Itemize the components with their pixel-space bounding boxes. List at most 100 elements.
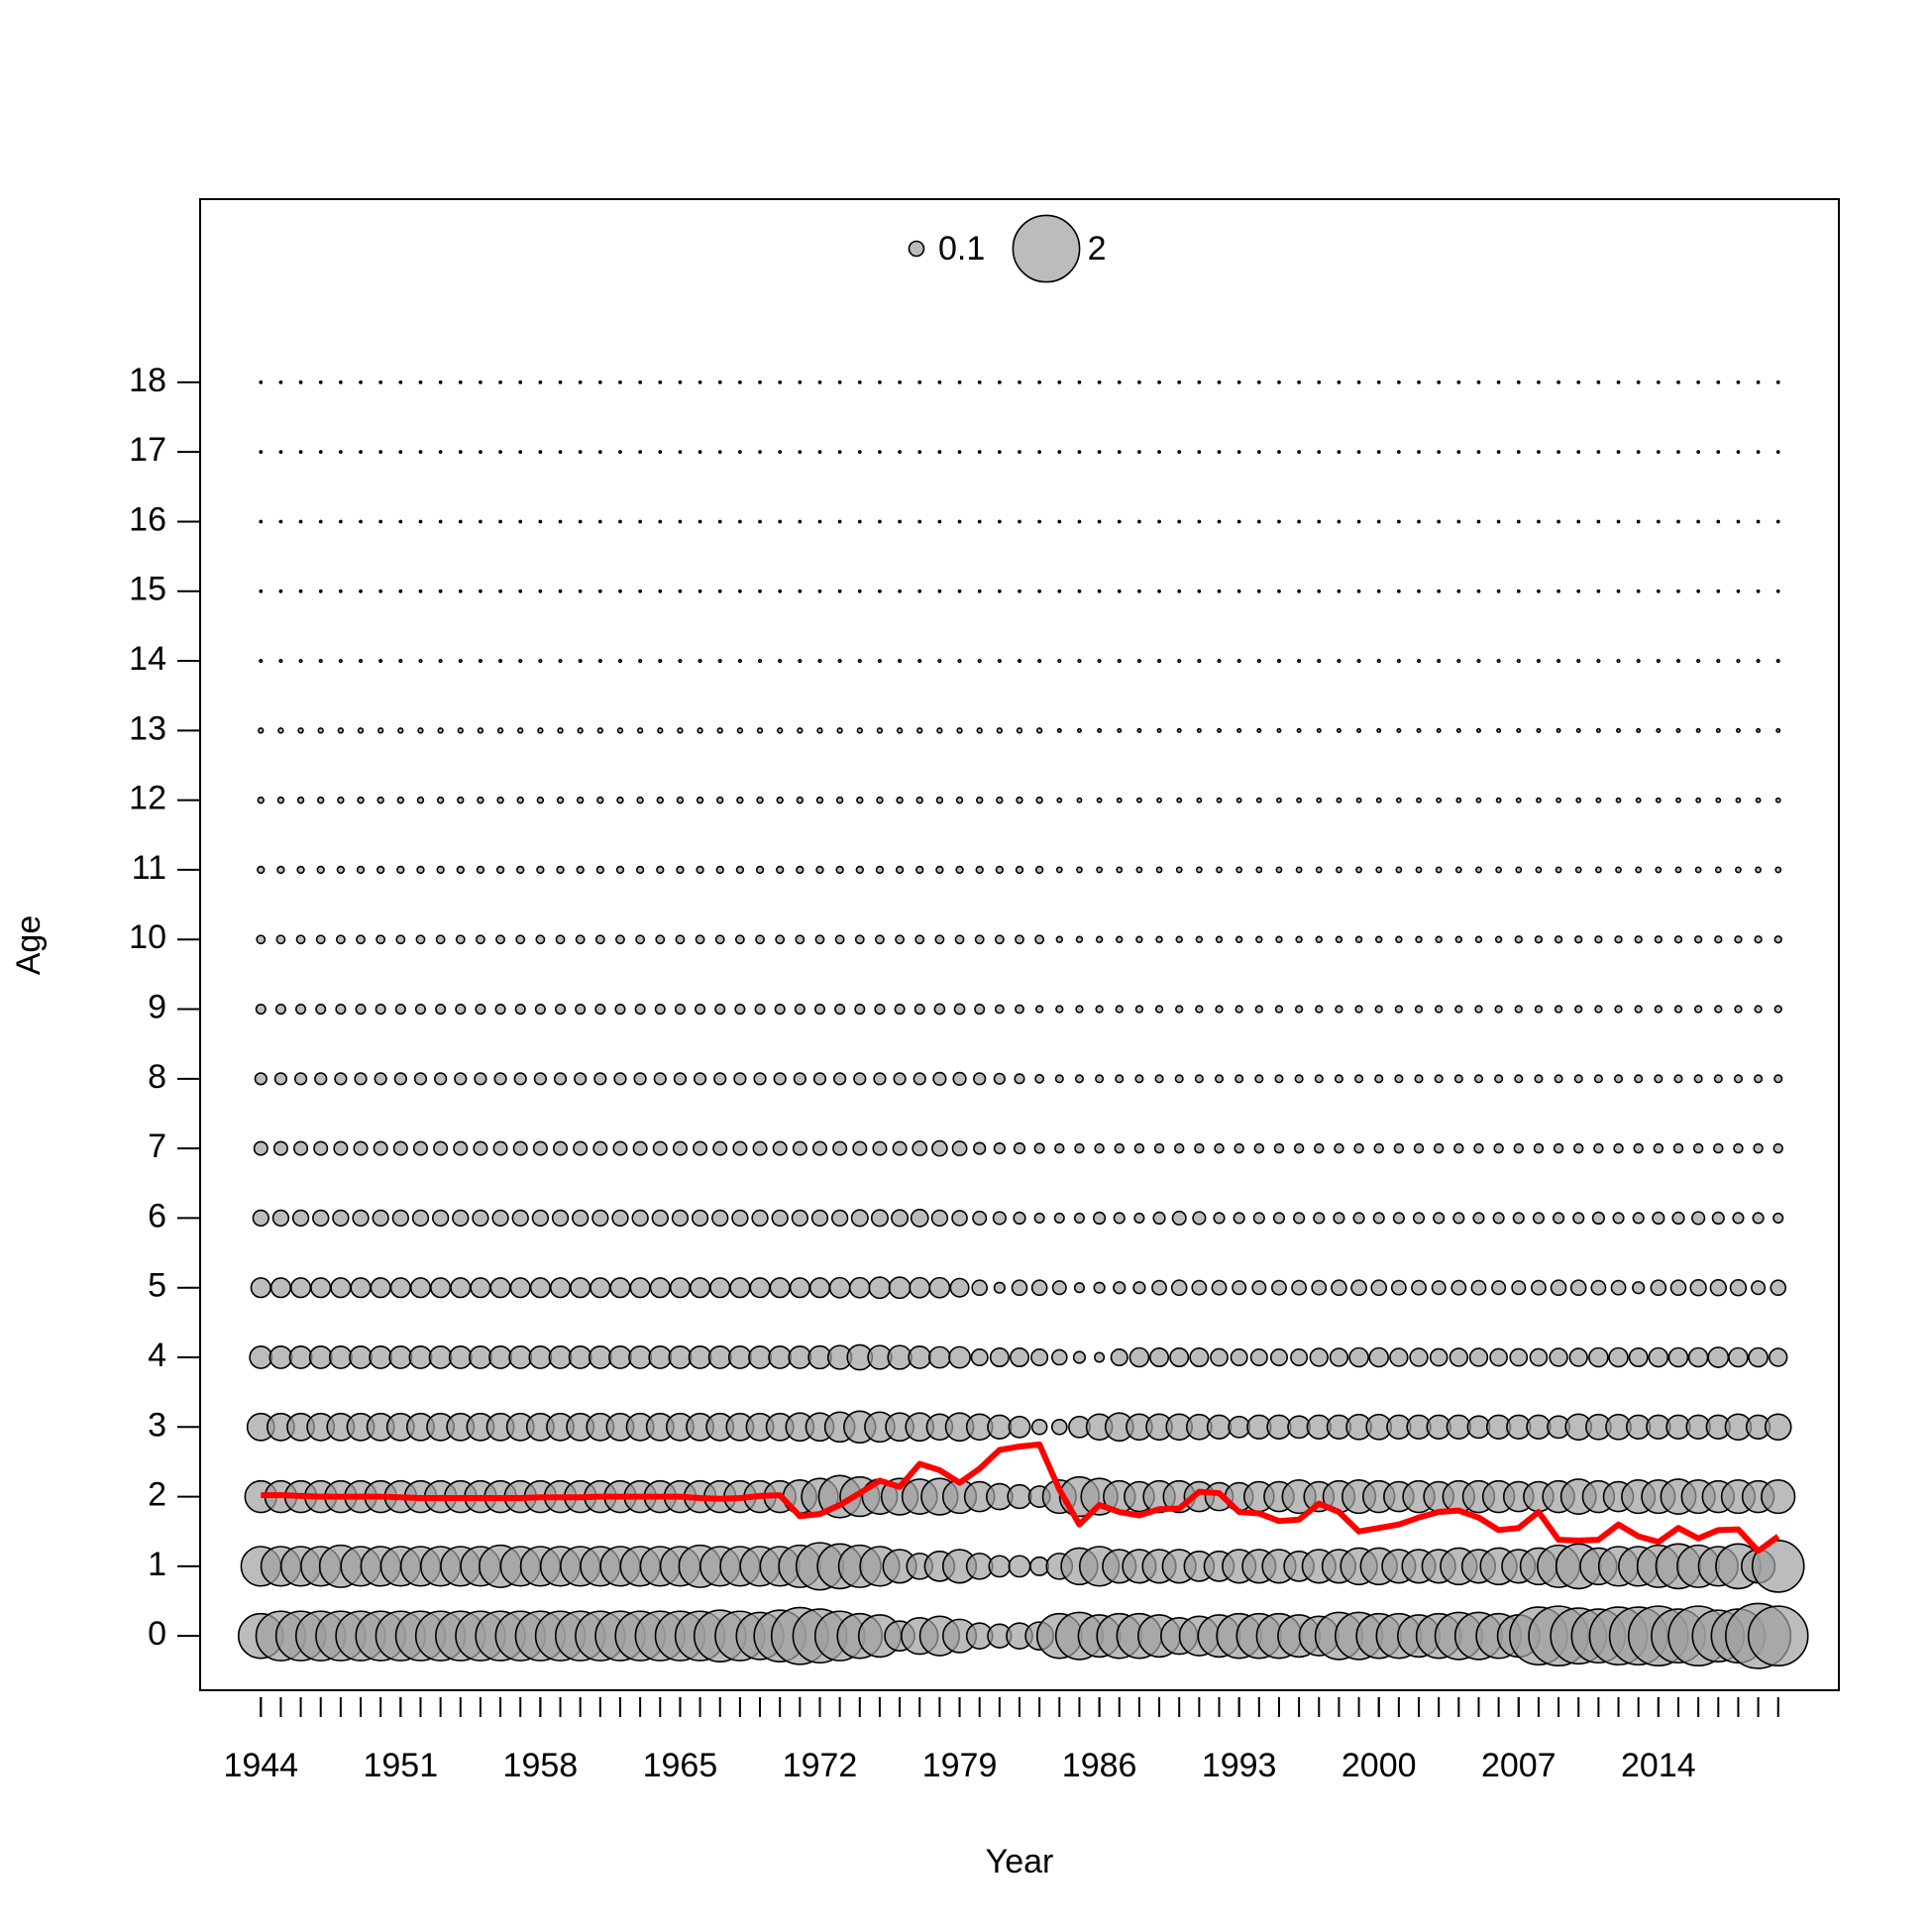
bubble bbox=[1476, 658, 1481, 664]
bubble bbox=[1276, 658, 1282, 664]
bubble bbox=[1568, 1347, 1588, 1367]
bubble bbox=[1489, 1347, 1508, 1367]
bubble bbox=[649, 1277, 671, 1299]
bubble bbox=[474, 1072, 487, 1086]
bubble bbox=[596, 796, 604, 805]
bubble bbox=[1376, 727, 1382, 733]
bubble bbox=[1035, 727, 1043, 734]
bubble bbox=[1075, 1005, 1084, 1014]
bubble bbox=[1711, 1211, 1725, 1226]
x-tick-label: 1944 bbox=[223, 1747, 298, 1784]
bubble bbox=[1534, 1074, 1544, 1084]
bubble bbox=[1317, 450, 1322, 455]
bubble bbox=[1593, 1142, 1604, 1154]
y-tick-label: 7 bbox=[148, 1127, 166, 1165]
bubble bbox=[438, 380, 443, 384]
bubble bbox=[408, 1345, 433, 1369]
bubble bbox=[1634, 1005, 1643, 1014]
bubble bbox=[629, 1277, 651, 1299]
bubble bbox=[496, 796, 504, 805]
bubble bbox=[835, 796, 844, 805]
bubble bbox=[1416, 797, 1422, 804]
bubble bbox=[1754, 935, 1763, 944]
bubble bbox=[315, 1003, 327, 1016]
bubble bbox=[454, 1072, 468, 1086]
x-tick-label: 1993 bbox=[1202, 1747, 1277, 1784]
bubble bbox=[1616, 380, 1621, 384]
bubble bbox=[558, 589, 563, 593]
bubble bbox=[1211, 1279, 1228, 1296]
bubble bbox=[1256, 727, 1262, 733]
bubble bbox=[793, 1072, 806, 1086]
bubble bbox=[915, 796, 923, 805]
bubble bbox=[257, 865, 266, 875]
bubble bbox=[1236, 519, 1241, 524]
bubble bbox=[1655, 866, 1663, 874]
bubble bbox=[615, 934, 625, 945]
bubble bbox=[675, 934, 686, 945]
bubble bbox=[1554, 1074, 1563, 1084]
bubble bbox=[594, 934, 605, 945]
bubble bbox=[1696, 589, 1700, 593]
bubble bbox=[1232, 1280, 1247, 1296]
bubble bbox=[450, 1277, 472, 1299]
bubble bbox=[1775, 450, 1780, 455]
bubble bbox=[896, 727, 904, 734]
bubble bbox=[618, 450, 622, 455]
bubble bbox=[1376, 589, 1381, 593]
bubble bbox=[1156, 658, 1162, 664]
bubble bbox=[538, 450, 543, 455]
bubble bbox=[477, 796, 484, 805]
bubble bbox=[1356, 658, 1361, 664]
bubble bbox=[1672, 1142, 1684, 1154]
bubble bbox=[717, 658, 722, 664]
bubble bbox=[315, 934, 326, 945]
bubble bbox=[334, 1072, 348, 1086]
bubble bbox=[1473, 1074, 1484, 1084]
bubble bbox=[997, 519, 1002, 524]
bubble bbox=[436, 865, 445, 875]
bubble bbox=[1714, 935, 1723, 944]
bubble bbox=[1656, 727, 1662, 733]
bubble bbox=[773, 1072, 787, 1086]
bubble bbox=[658, 658, 663, 664]
bubble bbox=[633, 1072, 647, 1086]
bubble bbox=[714, 1003, 726, 1016]
bubble bbox=[597, 589, 602, 593]
bubble bbox=[1253, 1142, 1265, 1154]
bubble bbox=[376, 727, 384, 734]
bubble bbox=[1594, 935, 1603, 944]
bubble bbox=[737, 658, 742, 664]
bubble bbox=[1151, 1279, 1167, 1296]
bubble bbox=[1496, 519, 1501, 524]
bubble bbox=[378, 450, 383, 455]
bubble bbox=[798, 519, 803, 524]
bubble bbox=[1474, 935, 1483, 943]
bubble bbox=[1057, 519, 1062, 524]
bubble bbox=[1294, 1074, 1304, 1084]
bubble bbox=[1456, 589, 1461, 593]
bubble bbox=[1775, 380, 1780, 384]
bubble bbox=[1277, 519, 1281, 524]
bubble bbox=[915, 865, 924, 875]
bubble bbox=[876, 727, 884, 734]
bubble bbox=[688, 1345, 712, 1369]
bubble bbox=[1748, 1346, 1769, 1368]
bubble bbox=[1496, 380, 1501, 384]
bubble bbox=[753, 1072, 767, 1086]
bubble bbox=[289, 1277, 312, 1299]
bubble bbox=[1050, 1418, 1068, 1436]
bubble bbox=[1076, 797, 1083, 804]
bubble bbox=[1536, 658, 1542, 664]
bubble bbox=[313, 1140, 329, 1156]
bubble bbox=[1309, 1347, 1329, 1367]
bubble bbox=[268, 1345, 293, 1369]
bubble bbox=[1315, 935, 1323, 943]
bubble bbox=[1217, 727, 1222, 733]
bubble bbox=[534, 1003, 546, 1016]
bubble bbox=[993, 1281, 1006, 1294]
bubble bbox=[796, 796, 805, 805]
bubble bbox=[492, 1140, 508, 1156]
bubble bbox=[1635, 797, 1642, 804]
bubble bbox=[1516, 380, 1521, 384]
